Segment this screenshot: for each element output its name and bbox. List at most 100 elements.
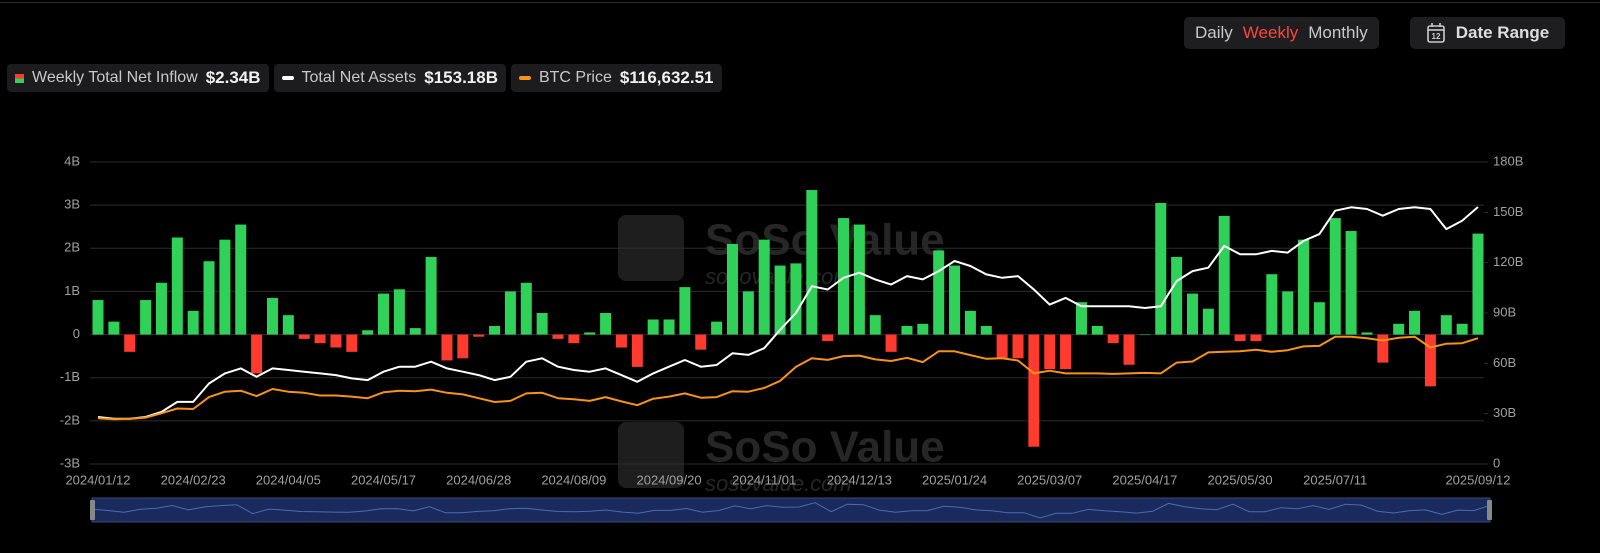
bar [742, 291, 754, 335]
bar [298, 334, 310, 339]
bar [774, 265, 786, 335]
bar [1393, 323, 1405, 335]
bar [647, 319, 659, 335]
y-tick-label: -1B [60, 369, 80, 384]
bar [1472, 233, 1484, 335]
bar [663, 319, 675, 335]
y2-tick-label: 150B [1493, 204, 1523, 219]
bar [790, 263, 802, 335]
x-tick-label: 2024/06/28 [446, 472, 511, 487]
bar [536, 313, 548, 335]
bar [393, 289, 405, 335]
legend-label: Weekly Total Net Inflow [32, 69, 198, 86]
bar [1186, 293, 1198, 335]
line-series [97, 206, 1479, 420]
legend-swatch [281, 76, 294, 80]
bar [409, 328, 421, 335]
period-button[interactable]: Daily [1195, 23, 1233, 42]
bar [504, 291, 516, 335]
bar [108, 321, 120, 335]
legend-swatch [15, 73, 24, 83]
x-tick-label: 2024/05/17 [351, 472, 416, 487]
legend-item: Total Net Assets $153.18B [273, 64, 506, 92]
watermark-url: sosovalue.com [705, 471, 852, 496]
bar [1409, 310, 1421, 335]
bar [615, 334, 627, 348]
legend-label: BTC Price [538, 69, 612, 86]
bar [489, 325, 501, 335]
y-tick-label: 0 [73, 326, 80, 341]
watermark-url: sosovalue.com [705, 264, 852, 289]
navigator-handle [1487, 500, 1492, 520]
calendar-day: 12 [1431, 32, 1440, 41]
bar [171, 237, 183, 335]
date-range-button[interactable]: 12 Date Range [1410, 17, 1565, 49]
bar [1456, 323, 1468, 335]
watermark: SoSo Value [705, 216, 945, 265]
period-button[interactable]: Weekly [1242, 23, 1299, 42]
bar [1107, 334, 1119, 344]
x-tick-label: 2024/08/09 [541, 472, 606, 487]
bar [980, 325, 992, 335]
navigator-line [91, 502, 1491, 519]
bar [1218, 215, 1230, 335]
bar [695, 334, 707, 350]
bar [1424, 334, 1436, 387]
bar [92, 300, 104, 335]
bar [1123, 334, 1135, 365]
bar [1075, 302, 1087, 335]
x-tick-label: 2025/04/17 [1112, 472, 1177, 487]
y-tick-label: -2B [60, 412, 80, 427]
period-button[interactable]: Monthly [1308, 23, 1368, 42]
bar [1091, 325, 1103, 335]
bar [1155, 202, 1167, 335]
bar [996, 334, 1008, 359]
x-tick-label: 2024/12/13 [827, 472, 892, 487]
bar [314, 334, 326, 344]
bar [457, 334, 469, 359]
bar [1345, 231, 1357, 335]
bar [758, 239, 770, 335]
x-tick-label: 2025/01/24 [922, 472, 987, 487]
bar [1329, 218, 1341, 335]
bar [235, 224, 247, 335]
bar [726, 243, 738, 335]
y2-tick-label: 90B [1493, 304, 1516, 319]
x-tick-label: 2024/11/01 [732, 472, 796, 487]
bar [1250, 334, 1262, 342]
bar [330, 334, 342, 348]
bar [1298, 239, 1310, 335]
bar [124, 334, 136, 352]
y2-tick-label: 60B [1493, 355, 1516, 370]
legend-item: BTC Price $116,632.51 [510, 64, 722, 92]
bar [1202, 308, 1214, 335]
bar [346, 334, 358, 352]
bar [838, 218, 850, 335]
bar [1060, 334, 1072, 370]
bar [473, 334, 485, 337]
x-tick-label: 2025/09/12 [1445, 472, 1510, 487]
x-tick-label: 2024/01/12 [65, 472, 130, 487]
bar [933, 250, 945, 335]
bar [187, 310, 199, 335]
bar [711, 321, 723, 335]
bar [155, 282, 167, 335]
period-switch: Daily Weekly Monthly [1184, 17, 1379, 49]
bar [552, 334, 564, 339]
watermark-logo [618, 422, 684, 488]
bar [568, 334, 580, 344]
watermark: SoSo Value [705, 423, 945, 472]
bar [853, 224, 865, 335]
navigator [91, 497, 1491, 523]
y2-tick-label: 120B [1493, 254, 1523, 269]
bar [1361, 332, 1373, 335]
bar [1313, 302, 1325, 335]
bar [1282, 291, 1294, 335]
bar [1377, 334, 1389, 363]
bar [203, 261, 215, 335]
bar [520, 282, 532, 335]
line-series [97, 335, 1479, 421]
y-tick-label: 3B [64, 197, 80, 212]
bar [251, 334, 263, 374]
